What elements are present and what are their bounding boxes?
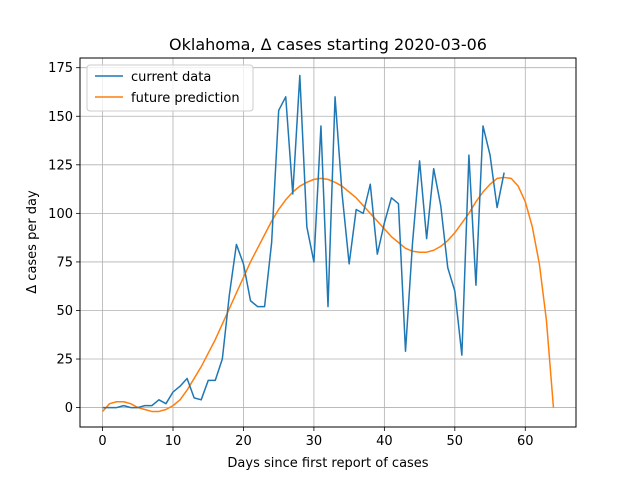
y-tick-label: 50 [56, 304, 73, 319]
legend-label-current-data: current data [131, 70, 211, 85]
x-tick-label: 60 [517, 434, 534, 449]
x-tick-label: 40 [376, 434, 393, 449]
ticks: 0 10 20 30 40 50 60 0 25 50 75 100 125 150 175 [48, 61, 533, 449]
series-line-future-prediction [101, 176, 555, 413]
legend-box [86, 64, 254, 112]
series-layer [101, 74, 555, 413]
x-tick-label: 20 [235, 434, 252, 449]
chart-title: Oklahoma, Δ cases starting 2020-03-06 [169, 35, 487, 54]
legend-label-future-prediction: future prediction [131, 91, 240, 106]
y-tick-label: 175 [48, 61, 73, 76]
legend: current data future prediction [86, 64, 254, 112]
y-tick-label: 100 [48, 207, 73, 222]
y-tick-label: 0 [65, 401, 73, 416]
y-tick-label: 75 [56, 255, 73, 270]
series-line-current-data [102, 74, 505, 409]
grid [80, 58, 576, 427]
x-tick-label: 0 [98, 434, 106, 449]
plot-frame [79, 57, 577, 428]
x-tick-label: 50 [447, 434, 464, 449]
y-tick-label: 125 [48, 158, 73, 173]
y-tick-label: 25 [56, 353, 73, 368]
y-axis-label: Δ cases per day [25, 190, 40, 294]
y-tick-label: 150 [48, 110, 73, 125]
x-tick-label: 30 [306, 434, 323, 449]
x-axis-label: Days since first report of cases [227, 456, 428, 471]
x-tick-label: 10 [165, 434, 182, 449]
